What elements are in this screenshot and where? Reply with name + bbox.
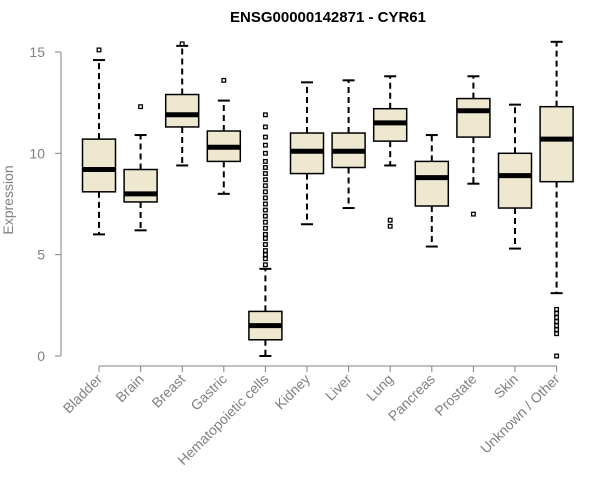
- outlier-point: [262, 207, 268, 213]
- box-kidney: [289, 81, 325, 226]
- outlier-point: [262, 183, 268, 189]
- x-tick-label: Unknown / Other: [477, 371, 563, 457]
- box-breast: [164, 41, 200, 167]
- outlier-point: [262, 189, 268, 195]
- outlier-point: [262, 231, 268, 237]
- outlier-point: [554, 353, 560, 359]
- outlier-point: [554, 306, 560, 312]
- iqr-box: [164, 93, 200, 128]
- x-tick-label: Skin: [491, 371, 522, 402]
- outlier-point: [262, 112, 268, 118]
- chart-title: ENSG00000142871 - CYR61: [230, 9, 426, 26]
- box-lung: [372, 75, 408, 229]
- box-prostate: [456, 75, 491, 217]
- box-skin: [497, 103, 533, 250]
- outlier-point: [554, 327, 560, 333]
- outlier-point: [262, 242, 268, 247]
- outlier-point: [262, 262, 268, 268]
- x-tick-label: Bladder: [60, 371, 106, 417]
- box-brain: [123, 104, 158, 232]
- x-tick-label: Lung: [363, 371, 396, 404]
- box-pancreas: [414, 134, 450, 248]
- x-tick-label: Liver: [322, 371, 355, 404]
- iqr-box: [456, 97, 491, 138]
- outlier-point: [262, 134, 268, 140]
- iqr-box: [81, 138, 117, 193]
- box-bladder: [81, 47, 117, 236]
- outlier-point: [262, 165, 268, 170]
- y-axis-label: Expression: [0, 165, 16, 234]
- iqr-box: [497, 152, 533, 209]
- outlier-point: [262, 256, 268, 262]
- y-tick-label: 5: [37, 247, 45, 263]
- outlier-point: [262, 252, 268, 258]
- box-unknown-other: [539, 40, 574, 359]
- outlier-point: [262, 124, 268, 130]
- outlier-point: [262, 213, 268, 219]
- x-tick-label: Kidney: [272, 371, 314, 413]
- outlier-point: [262, 235, 268, 241]
- outlier-point: [470, 211, 476, 217]
- outlier-point: [554, 319, 560, 324]
- outlier-point: [262, 248, 268, 254]
- boxes-group: [81, 40, 574, 359]
- box-liver: [331, 79, 366, 210]
- outlier-point: [554, 310, 560, 316]
- outlier-point: [96, 47, 102, 53]
- outlier-point: [179, 41, 185, 47]
- outlier-point: [387, 223, 393, 229]
- outlier-point: [262, 201, 268, 207]
- outlier-point: [262, 142, 268, 148]
- y-axis: 0 5 10 15: [29, 44, 62, 364]
- x-tick-label: Brain: [112, 371, 146, 405]
- box-hematopoietic-cells: [248, 112, 283, 357]
- outlier-point: [262, 171, 268, 177]
- outlier-point: [262, 150, 268, 156]
- outlier-point: [554, 323, 560, 329]
- y-tick-label: 10: [29, 145, 45, 161]
- iqr-box: [414, 160, 450, 207]
- x-tick-label: Breast: [148, 371, 188, 411]
- outlier-point: [138, 104, 144, 110]
- box-gastric: [206, 77, 242, 195]
- outlier-point: [262, 195, 268, 201]
- x-tick-label: Prostate: [431, 371, 479, 419]
- outlier-point: [554, 315, 560, 320]
- outlier-point: [262, 225, 268, 231]
- y-tick-label: 15: [29, 44, 45, 60]
- iqr-box: [539, 105, 574, 183]
- outlier-point: [554, 331, 560, 337]
- outlier-point: [262, 177, 268, 183]
- outlier-point: [221, 77, 227, 83]
- outlier-point: [387, 217, 393, 223]
- y-tick-label: 0: [37, 348, 45, 364]
- outlier-point: [262, 219, 268, 225]
- outlier-point: [262, 158, 268, 164]
- iqr-box: [123, 168, 158, 203]
